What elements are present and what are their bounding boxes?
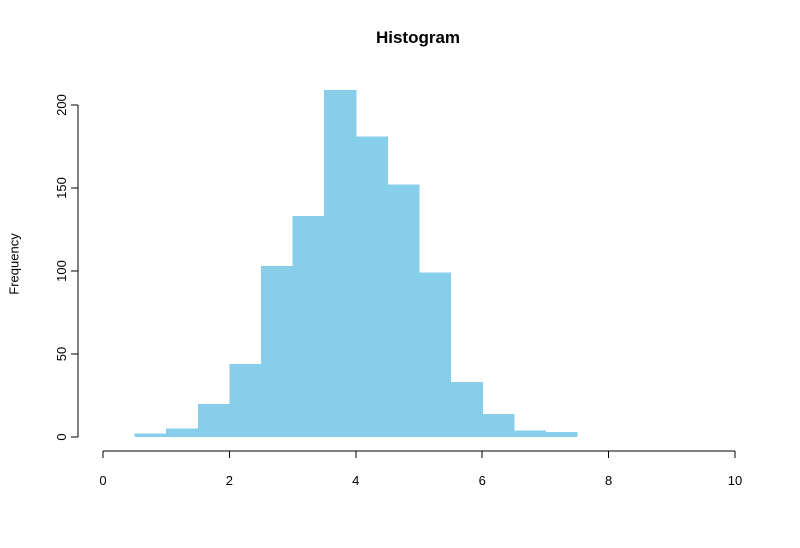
bars-group	[134, 90, 578, 438]
x-tick-label: 8	[605, 473, 612, 488]
y-tick-label: 50	[54, 347, 69, 361]
histogram-bar	[387, 184, 420, 437]
x-axis: 0 2 4 6 8 10	[99, 450, 742, 488]
histogram-bar	[292, 216, 325, 437]
y-tick-label: 0	[54, 433, 69, 440]
x-tick-label: 2	[226, 473, 233, 488]
histogram-bar	[450, 382, 483, 437]
histogram-bar	[419, 272, 452, 437]
histogram-bar	[134, 433, 167, 437]
y-tick-label: 100	[54, 260, 69, 282]
x-tick-label: 10	[728, 473, 742, 488]
histogram-bar	[229, 363, 262, 437]
x-tick-label: 4	[352, 473, 359, 488]
chart-title: Histogram	[375, 28, 461, 47]
x-tick-label: 0	[99, 473, 106, 488]
y-tick-label: 200	[54, 94, 69, 116]
histogram-bar	[166, 428, 199, 437]
y-axis: 0 50 100 150 200	[54, 94, 79, 441]
histogram-bar	[482, 413, 515, 437]
histogram-bar	[513, 430, 546, 437]
histogram-bar	[197, 403, 230, 437]
histogram-bar	[324, 90, 357, 437]
histogram-bar	[261, 266, 294, 437]
y-tick-label: 150	[54, 177, 69, 199]
x-tick-label: 6	[479, 473, 486, 488]
histogram-bar	[355, 136, 388, 438]
histogram-bar	[545, 432, 578, 437]
